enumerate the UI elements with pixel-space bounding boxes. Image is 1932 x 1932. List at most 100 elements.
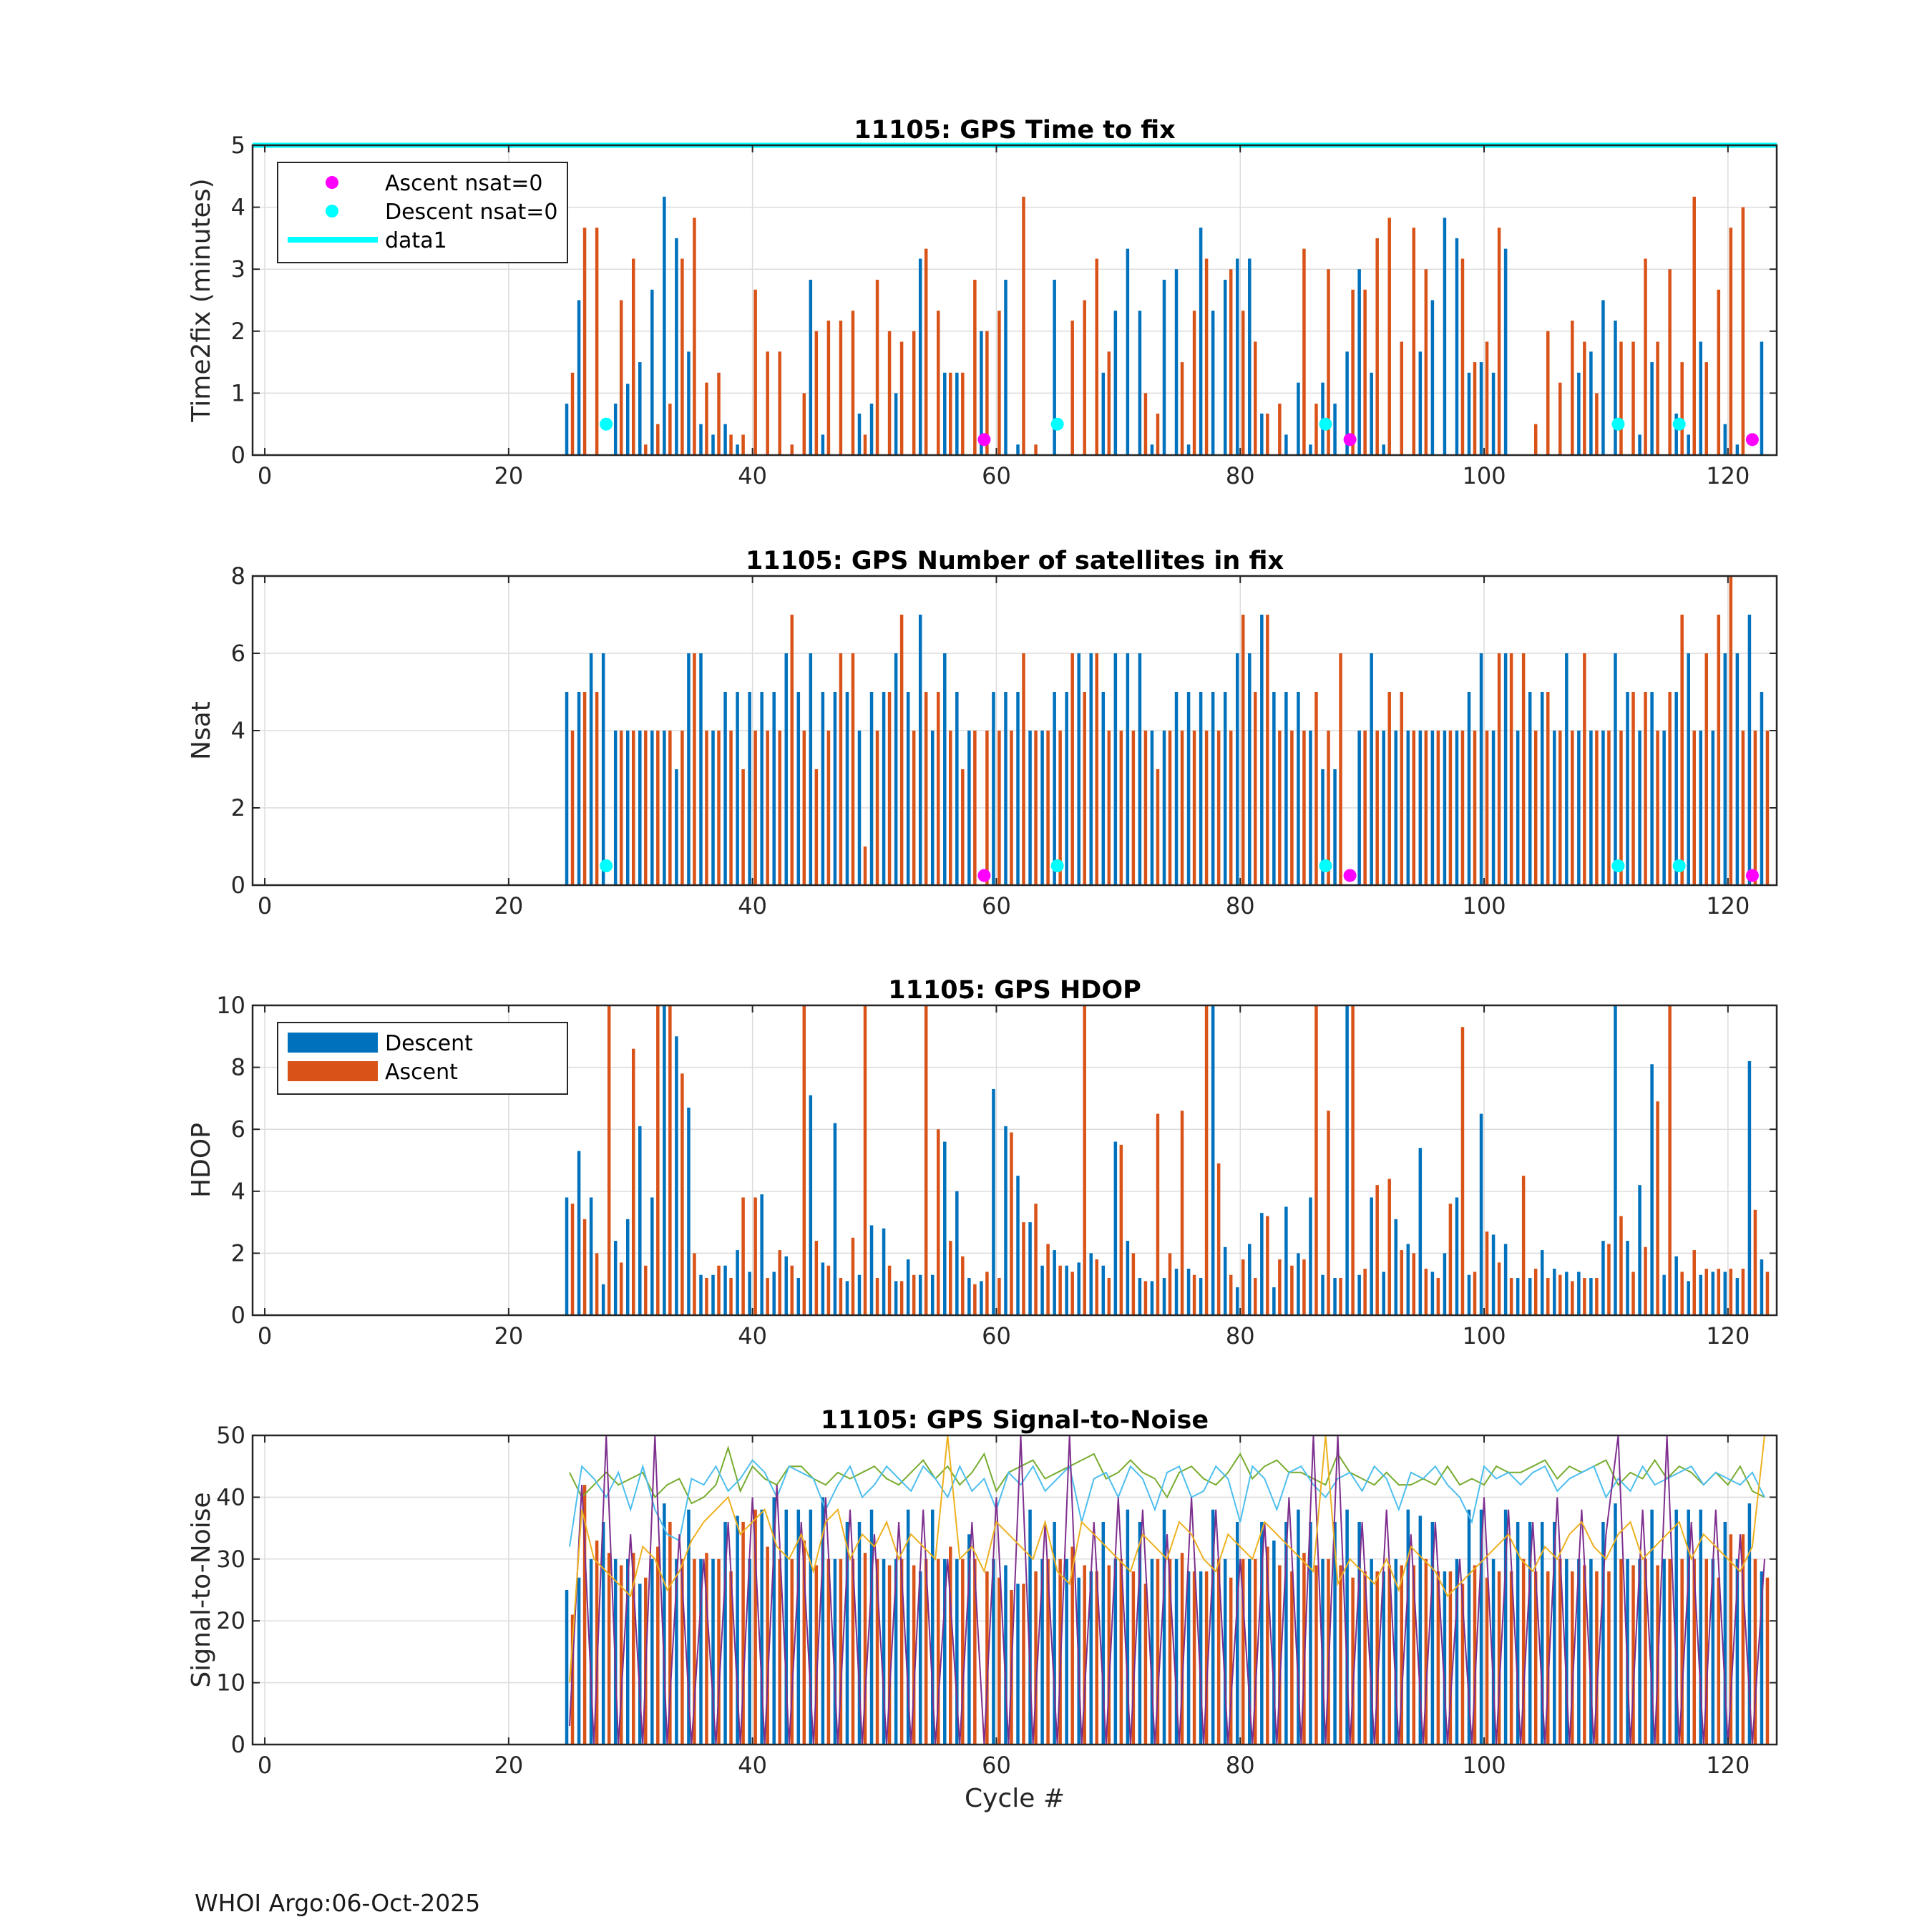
- bar-descent: [1272, 1287, 1276, 1315]
- bar-descent: [821, 692, 825, 885]
- bar-ascent: [1558, 1274, 1562, 1315]
- bar-ascent: [985, 1571, 989, 1745]
- bar-ascent: [1375, 238, 1379, 455]
- bar-descent: [1687, 1281, 1690, 1315]
- bar-descent: [1333, 1521, 1337, 1745]
- bar-descent: [821, 434, 825, 455]
- bar-ascent: [912, 731, 916, 885]
- bar-ascent: [680, 1073, 684, 1315]
- bar-ascent: [997, 1278, 1001, 1315]
- bar-ascent: [1375, 1571, 1379, 1745]
- bar-ascent: [1156, 413, 1160, 455]
- bar-ascent: [912, 331, 916, 455]
- bar-descent: [1272, 692, 1276, 885]
- axes-frame: [251, 144, 1778, 457]
- bar-ascent: [1704, 653, 1709, 885]
- bar-descent: [1674, 1509, 1678, 1745]
- bar-descent: [1735, 653, 1740, 885]
- bar-ascent: [1314, 1565, 1318, 1745]
- bar-descent: [1382, 444, 1385, 455]
- bar-descent: [1467, 1274, 1471, 1315]
- bar-ascent: [1460, 258, 1465, 455]
- bar-ascent: [1022, 653, 1025, 885]
- bar-descent: [1723, 1272, 1727, 1315]
- bar-descent: [1199, 1278, 1203, 1315]
- bar-ascent: [619, 300, 623, 455]
- bar-ascent: [1741, 731, 1745, 885]
- bar-descent: [601, 1521, 605, 1745]
- bar-ascent: [619, 731, 623, 885]
- bar-descent: [1638, 1185, 1641, 1315]
- bar-descent: [1760, 692, 1764, 885]
- bar-descent: [1614, 1005, 1617, 1315]
- legend-entry: data1: [385, 228, 447, 253]
- bar-ascent: [1192, 1571, 1196, 1745]
- bar-ascent: [1266, 615, 1269, 885]
- bar-ascent: [1521, 1176, 1526, 1315]
- bar-ascent: [1107, 731, 1111, 885]
- bar-ascent: [1717, 615, 1721, 885]
- bar-descent: [1211, 1005, 1215, 1315]
- bar-ascent: [1351, 1005, 1355, 1315]
- bar-ascent: [668, 1521, 672, 1745]
- bar-descent: [1443, 1571, 1447, 1745]
- bar-ascent: [1656, 341, 1659, 455]
- bar-descent: [1747, 1503, 1752, 1745]
- bar-descent: [1394, 731, 1398, 885]
- bar-ascent: [1631, 692, 1635, 885]
- bar-ascent: [1656, 731, 1659, 885]
- bar-descent: [1638, 731, 1641, 885]
- bar-ascent: [595, 228, 599, 455]
- bar-ascent: [851, 653, 855, 885]
- bar-descent: [1309, 444, 1312, 455]
- descent-nsat0-marker: [1672, 417, 1686, 431]
- bar-ascent: [1485, 1231, 1489, 1315]
- bar-ascent: [1119, 1144, 1123, 1315]
- bar-ascent: [1583, 653, 1586, 885]
- bar-descent: [1162, 1278, 1166, 1315]
- bar-descent: [1235, 1287, 1239, 1315]
- bar-descent: [1479, 653, 1483, 885]
- bar-descent: [1418, 1148, 1423, 1315]
- bar-descent: [1345, 1005, 1349, 1315]
- bar-descent: [1455, 731, 1459, 885]
- bar-descent: [589, 1197, 593, 1315]
- bar-ascent: [912, 1274, 916, 1315]
- ascent-nsat0-marker: [1745, 869, 1759, 882]
- bar-ascent: [1644, 692, 1647, 885]
- bar-ascent: [1485, 1577, 1489, 1745]
- bar-descent: [736, 692, 739, 885]
- bar-descent: [1162, 1509, 1166, 1745]
- bar-descent: [1601, 300, 1605, 455]
- bar-ascent: [863, 847, 867, 885]
- bar-descent: [1503, 653, 1508, 885]
- bar-ascent: [1692, 1558, 1696, 1745]
- bar-ascent: [1753, 1558, 1757, 1745]
- bar-descent: [1260, 413, 1264, 455]
- x-tick-label: 80: [1226, 1322, 1255, 1350]
- bar-ascent: [1229, 731, 1233, 885]
- bar-ascent: [766, 351, 769, 455]
- bar-descent: [1711, 731, 1715, 885]
- descent-nsat0-marker: [1050, 417, 1064, 431]
- bar-descent: [1650, 1064, 1654, 1315]
- bar-descent: [1248, 1244, 1252, 1315]
- descent-nsat0-marker: [600, 859, 613, 872]
- bar-descent: [1699, 1274, 1703, 1315]
- bar-descent: [1760, 341, 1764, 455]
- bar-descent: [1077, 653, 1080, 885]
- x-tick-label: 80: [1226, 462, 1255, 489]
- y-tick-label: 6: [231, 640, 245, 667]
- bar-descent: [1211, 311, 1215, 455]
- bar-ascent: [1741, 207, 1745, 455]
- bar-descent: [1394, 1558, 1398, 1745]
- bar-descent: [992, 1088, 995, 1315]
- bar-descent: [1162, 279, 1166, 455]
- bar-descent: [1126, 653, 1130, 885]
- bar-descent: [1138, 1278, 1142, 1315]
- bar-ascent: [1387, 1565, 1391, 1745]
- bar-ascent: [778, 1558, 781, 1745]
- bar-ascent: [619, 1565, 623, 1745]
- bar-ascent: [1339, 1278, 1342, 1315]
- bar-descent: [809, 279, 813, 455]
